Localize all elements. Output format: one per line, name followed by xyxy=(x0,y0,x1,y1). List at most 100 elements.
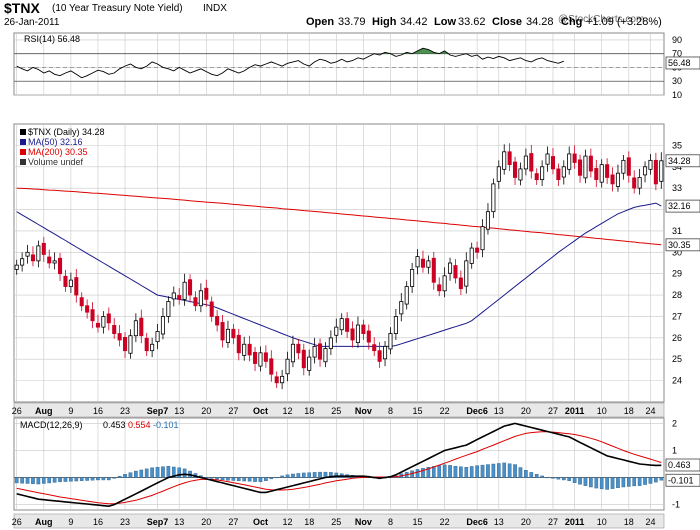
candle-body xyxy=(117,333,122,341)
candle-body xyxy=(420,258,425,268)
macd-x-tick-label: 9 xyxy=(68,517,73,527)
candle-body xyxy=(632,177,637,189)
macd-histogram-bar xyxy=(464,467,469,478)
candle-body xyxy=(588,155,593,172)
macd-histogram-bar xyxy=(421,468,425,478)
macd-histogram-bar xyxy=(518,467,523,478)
macd-histogram-bar xyxy=(226,477,230,481)
macd-x-tick-label: Sep7 xyxy=(147,517,169,527)
macd-histogram-bar xyxy=(545,477,550,479)
price-x-tick-label: 18 xyxy=(624,406,634,416)
candle-body xyxy=(529,153,534,172)
macd-histogram-bar xyxy=(117,475,122,478)
price-x-tick-label: Dec6 xyxy=(466,406,488,416)
candle-body xyxy=(485,211,490,230)
macd-histogram-bar xyxy=(654,477,658,483)
macd-histogram-bar xyxy=(448,465,452,478)
candle-body xyxy=(431,257,436,283)
macd-histogram-bar xyxy=(112,477,117,479)
price-x-tick-label: 13 xyxy=(174,406,184,416)
price-tick-label: 30 xyxy=(672,247,682,257)
rsi-last-value-tag-box xyxy=(665,56,700,70)
macd-x-tick-label: 16 xyxy=(93,517,103,527)
macd-line xyxy=(16,422,662,508)
rsi-panel-frame xyxy=(13,32,665,96)
macd-histogram-bar xyxy=(659,477,664,481)
macd-histogram-bar xyxy=(96,477,100,481)
candle-body xyxy=(95,322,100,328)
candle-body xyxy=(74,277,79,296)
candle-body xyxy=(415,256,420,268)
macd-histogram-bar xyxy=(431,466,436,478)
macd-x-tick-label: 13 xyxy=(494,517,504,527)
macd-histogram-bar xyxy=(231,477,236,481)
candle-body xyxy=(426,260,431,268)
macd-x-tick-label: 8 xyxy=(388,517,393,527)
macd-histogram-bar xyxy=(247,477,252,482)
candle-body xyxy=(469,247,474,264)
price-legend-swatch xyxy=(20,159,26,165)
macd-histogram-bar xyxy=(204,477,209,479)
macd-histogram-bar xyxy=(63,477,68,482)
candle-body xyxy=(182,281,187,300)
macd-histogram-bar xyxy=(572,477,577,483)
macd-histogram-bar xyxy=(459,466,463,478)
candle-body xyxy=(605,164,610,178)
price-tick-label: 31 xyxy=(672,226,682,236)
rsi-tick-label: 10 xyxy=(672,90,682,100)
candle-body xyxy=(334,326,339,336)
candle-body xyxy=(209,301,214,317)
macd-histogram-bar xyxy=(123,474,127,478)
macd-histogram-bar xyxy=(637,477,642,486)
low-label: Low xyxy=(434,16,456,28)
price-x-tick-label: 25 xyxy=(331,406,341,416)
macd-histogram-bar xyxy=(318,471,322,478)
macd-hist-last-value-tag-box xyxy=(665,473,700,487)
candle-body xyxy=(648,159,653,170)
macd-legend-title: MACD(12,26,9) xyxy=(20,420,83,430)
candle-body xyxy=(534,173,539,180)
candle-body xyxy=(68,279,73,287)
ma200-line xyxy=(16,187,662,246)
high-label: High xyxy=(372,16,397,28)
macd-histogram-bar xyxy=(513,464,517,478)
price-tick-label: 24 xyxy=(672,376,682,386)
macd-histogram-bar xyxy=(155,467,160,478)
macd-histogram-bar xyxy=(264,477,268,481)
candle-body xyxy=(350,328,355,341)
macd-histogram-bar xyxy=(594,477,599,489)
macd-tick-label: 1 xyxy=(672,445,677,455)
candle-body xyxy=(198,290,203,307)
price-x-tick-label: 18 xyxy=(304,406,314,416)
candle-body xyxy=(204,287,209,300)
macd-histogram-bar xyxy=(209,477,214,479)
macd-x-tick-label: 24 xyxy=(645,517,655,527)
macd-histogram-bar xyxy=(491,463,496,478)
macd-histogram-bar xyxy=(643,477,647,485)
candle-body xyxy=(480,226,485,251)
candle-body xyxy=(123,337,128,352)
macd-histogram-bar xyxy=(301,472,306,478)
macd-histogram-bar xyxy=(150,467,154,478)
macd-x-tick-label: 26 xyxy=(12,517,22,527)
macd-histogram-bar xyxy=(524,470,528,478)
macd-histogram-bar xyxy=(90,477,95,481)
candle-body xyxy=(296,343,301,354)
macd-histogram-bar xyxy=(25,477,30,484)
candle-body xyxy=(491,183,496,213)
candle-body xyxy=(133,320,138,337)
candle-body xyxy=(355,324,360,343)
candle-body xyxy=(448,262,453,274)
ma200-last-value-tag-box xyxy=(665,238,700,252)
candle-body xyxy=(30,254,35,262)
price-legend-entry: MA(50) 32.16 xyxy=(28,137,83,147)
chg-label: Chg xyxy=(561,16,583,28)
candle-body xyxy=(572,153,577,163)
price-tick-label: 33 xyxy=(672,183,682,193)
candle-body xyxy=(545,153,550,165)
rsi-legend: RSI(14) 56.48 xyxy=(24,34,80,44)
price-x-tick-label: 12 xyxy=(283,406,293,416)
macd-histogram-bar xyxy=(334,472,339,478)
macd-histogram-bar xyxy=(621,477,626,488)
candle-body xyxy=(388,333,393,350)
